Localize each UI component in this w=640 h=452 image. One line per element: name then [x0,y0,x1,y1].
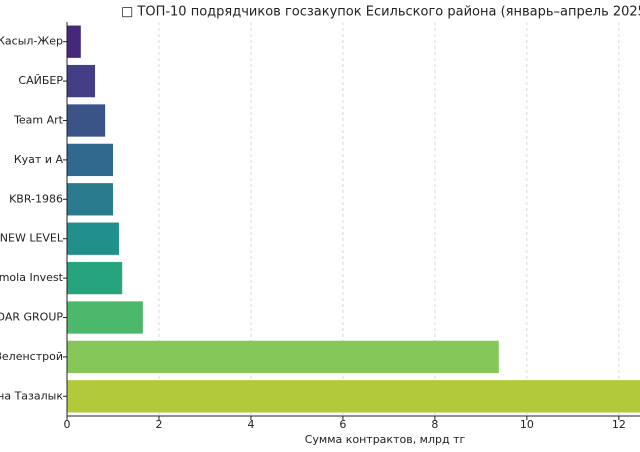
x-tick-label: 6 [339,418,346,431]
bar [67,143,113,177]
x-tick-label: 4 [247,418,254,431]
y-tick-label: САЙБЕР [18,74,63,87]
y-tick-label: Team Art [13,114,64,127]
chart-title: □ ТОП-10 подрядчиков госзакупок Есильско… [121,5,640,20]
bar [67,380,640,413]
x-tick-label: 8 [431,418,438,431]
x-tick-label: 10 [520,418,534,431]
y-tick-label: на Тазалык [0,389,63,402]
x-tick-label: 0 [64,418,71,431]
x-tick-label: 12 [612,418,626,431]
bar [67,301,143,334]
y-tick-label: NEW LEVEL [0,232,64,245]
bar [67,261,123,295]
y-tick-label: Куат и А [14,153,64,166]
bar [67,25,81,58]
bar [67,183,113,216]
x-tick-label: 2 [155,418,162,431]
y-tick-label: Касыл-Жер [0,35,63,48]
y-tick-label: KBR-1986 [9,192,63,205]
bar [67,104,106,137]
bar [67,340,499,374]
y-tick-label: Зеленстрой [0,350,63,363]
y-tick-label: DAR GROUP [0,311,63,324]
x-axis-label: Сумма контрактов, млрд тг [305,433,466,446]
y-tick-label: mola Invest [0,271,64,284]
bar [67,222,119,255]
bar [67,64,96,98]
